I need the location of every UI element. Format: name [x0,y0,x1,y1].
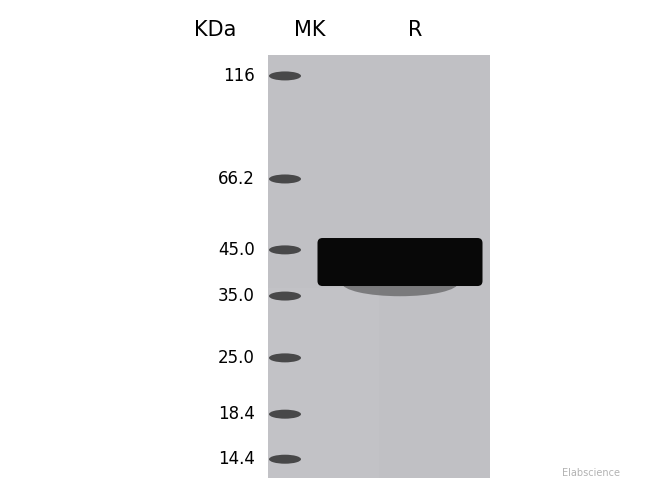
Bar [268,288,379,478]
Ellipse shape [269,72,301,80]
FancyBboxPatch shape [318,238,482,286]
Text: 18.4: 18.4 [218,405,255,423]
Text: 35.0: 35.0 [218,287,255,305]
Ellipse shape [269,246,301,254]
Text: KDa: KDa [194,20,237,40]
Ellipse shape [342,270,458,296]
Ellipse shape [269,174,301,184]
Text: Elabscience: Elabscience [562,468,620,478]
Text: 25.0: 25.0 [218,349,255,367]
Bar [268,55,490,478]
Ellipse shape [269,292,301,300]
Text: MK: MK [294,20,326,40]
Ellipse shape [269,454,301,464]
Text: 14.4: 14.4 [218,450,255,468]
Text: R: R [408,20,422,40]
Text: 66.2: 66.2 [218,170,255,188]
Text: 45.0: 45.0 [218,241,255,259]
Text: 116: 116 [223,67,255,85]
Ellipse shape [269,354,301,362]
Ellipse shape [269,410,301,418]
